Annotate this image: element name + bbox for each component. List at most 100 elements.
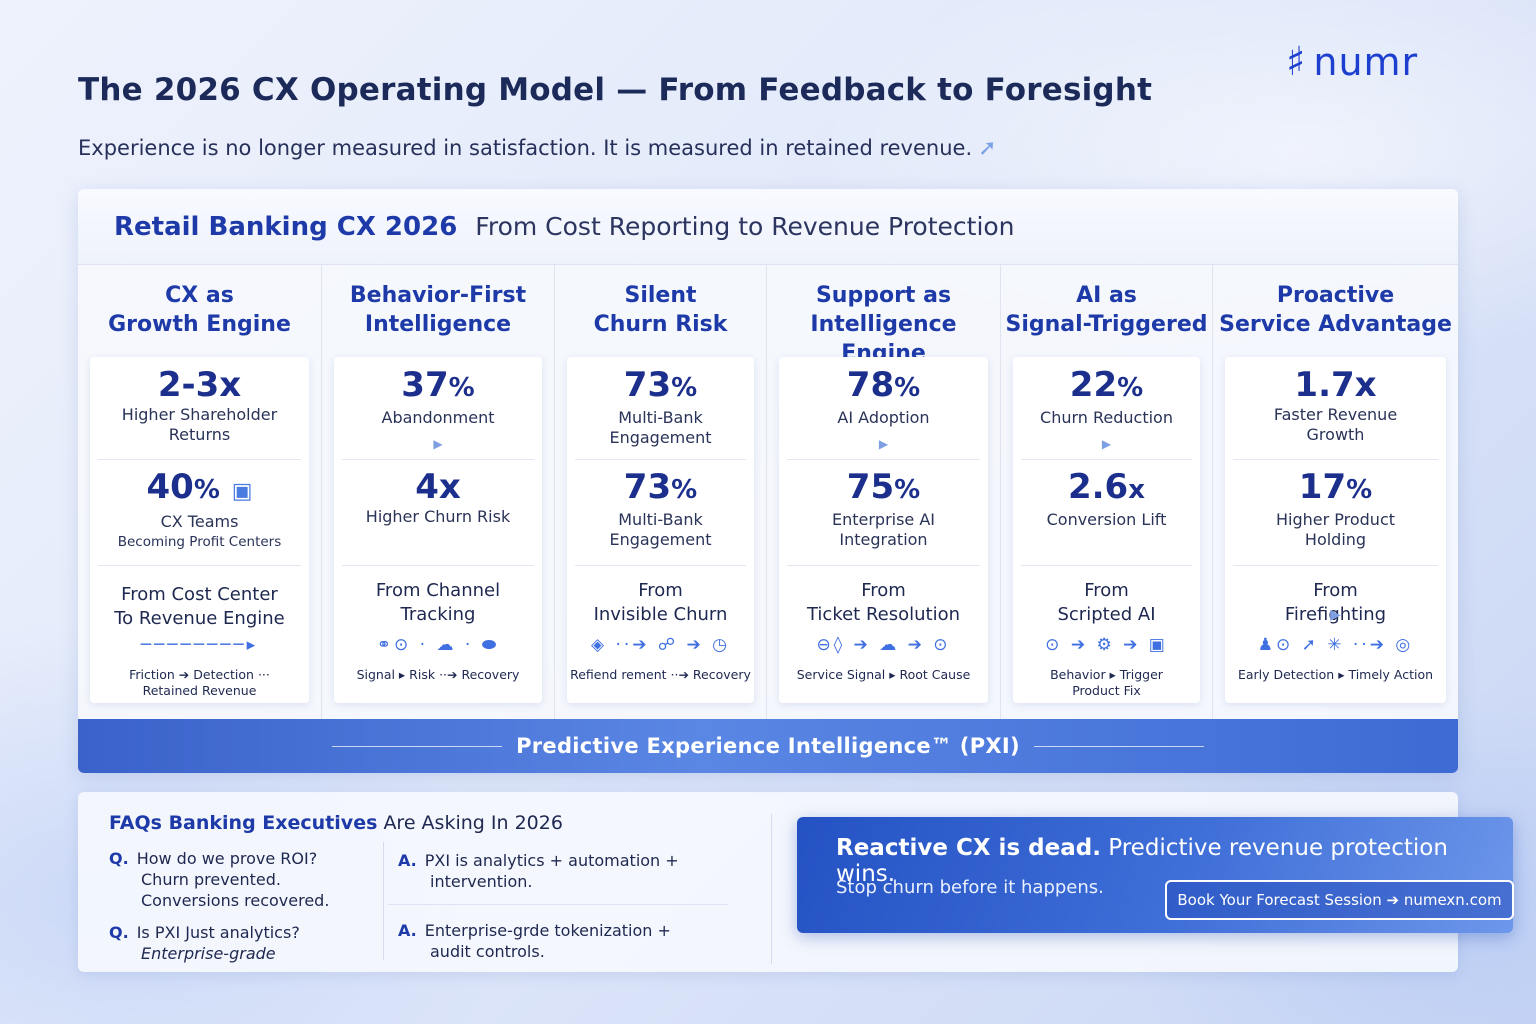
triangle-icon: ▶: [334, 437, 542, 451]
divider: [787, 459, 980, 460]
metric-primary: 78% AI Adoption: [779, 365, 988, 428]
from-label: From Cost Center To Revenue Engine: [90, 583, 309, 631]
pillar-column: Behavior-First Intelligence 37% Abandonme…: [322, 265, 555, 719]
flow-icons: ♟⊙ ➚ ✳ ··➔ ◎: [1225, 635, 1446, 655]
pillar-title: Support as Intelligence Engine: [767, 281, 1000, 368]
pillar-column: Proactive Service Advantage 1.7x Faster R…: [1213, 265, 1458, 719]
divider: [1021, 565, 1192, 566]
divider: [342, 565, 534, 566]
metric-value: 17: [1299, 467, 1346, 507]
divider: [1233, 459, 1438, 460]
pillar-title: CX as Growth Engine: [78, 281, 321, 339]
pillar-title: Silent Churn Risk: [555, 281, 766, 339]
ribbon-line: [332, 746, 502, 747]
metric-primary: 2-3x Higher Shareholder Returns: [90, 365, 309, 445]
faq-answer-analytics: A. Enterprise-grde tokenization + audit c…: [398, 920, 671, 962]
metric-secondary: 17% Higher Product Holding: [1225, 467, 1446, 550]
flow-label: Signal ▸ Risk ··➔ Recovery: [334, 667, 542, 683]
flow-label: Service Signal ▸ Root Cause: [779, 667, 988, 683]
pillar-card: 37% Abandonment ▶ 4x Higher Churn Risk F…: [334, 357, 542, 703]
flow-arrow-icon: ────────▸: [90, 635, 309, 655]
cta-subtext: Stop churn before it happens.: [836, 877, 1104, 898]
pillar-card: 22% Churn Reduction ▶ 2.6x Conversion Li…: [1013, 357, 1200, 703]
panel-title-strong: Retail Banking CX 2026: [114, 212, 457, 242]
metric-value: 78: [847, 365, 894, 405]
divider: [575, 459, 746, 460]
metric-value: 1.7x: [1225, 365, 1446, 405]
flow-label: Behavior ▸ Trigger Product Fix: [1013, 667, 1200, 699]
metric-secondary: 2.6x Conversion Lift: [1013, 467, 1200, 530]
metric-value: 73: [624, 365, 671, 405]
book-forecast-button[interactable]: Book Your Forecast Session ➔ numexn.com: [1165, 880, 1514, 920]
page-subtitle: Experience is no longer measured in sati…: [78, 136, 997, 161]
from-label: From Scripted AI: [1013, 579, 1200, 627]
flow-icons: ⊙ ➔ ⚙ ➔ ▣: [1013, 635, 1200, 655]
pillar-card: 73% Multi-Bank Engagement 73% Multi-Bank E…: [567, 357, 754, 703]
faq-question-analytics[interactable]: Q. Is PXI Just analytics? Enterprise-grad…: [109, 922, 300, 964]
faq-divider: [388, 904, 728, 905]
pillar-column: Silent Churn Risk 73% Multi-Bank Engagemen…: [555, 265, 767, 719]
card-icon: ▣: [232, 479, 253, 504]
from-label: From Channel Tracking: [334, 579, 542, 627]
from-label: From Invisible Churn: [567, 579, 754, 627]
faq-question-roi[interactable]: Q. How do we prove ROI? Churn prevented. …: [109, 848, 329, 911]
metric-value: 2.6: [1068, 467, 1128, 507]
metric-value: 4x: [334, 467, 542, 507]
metric-value: 22: [1070, 365, 1117, 405]
metric-value: 2-3x: [90, 365, 309, 405]
triangle-icon: ▶: [779, 437, 988, 451]
pxi-ribbon: Predictive Experience Intelligence™ (PXI…: [78, 719, 1458, 773]
metric-secondary: 4x Higher Churn Risk: [334, 467, 542, 527]
pillar-column: Support as Intelligence Engine 78% AI Ado…: [767, 265, 1001, 719]
triangle-icon: ▶: [1225, 607, 1446, 623]
divider: [98, 565, 301, 566]
metric-secondary: 75% Enterprise AI Integration: [779, 467, 988, 550]
divider: [98, 459, 301, 460]
pillar-columns: CX as Growth Engine 2-3x Higher Sharehold…: [78, 265, 1458, 719]
panel-header: Retail Banking CX 2026 From Cost Reporti…: [78, 189, 1458, 265]
subtitle-text: Experience is no longer measured in sati…: [78, 136, 972, 160]
brand-logo[interactable]: ♯ numr: [1286, 42, 1418, 82]
flow-icons: ◈ ··➔ ☍ ➔ ◷: [567, 635, 754, 655]
hash-logo-icon: ♯: [1286, 42, 1305, 82]
divider: [575, 565, 746, 566]
flow-label: Refiend rement ··➔ Recovery: [567, 667, 754, 683]
pillar-column: CX as Growth Engine 2-3x Higher Sharehold…: [78, 265, 322, 719]
pillar-title: Behavior-First Intelligence: [322, 281, 554, 339]
metric-primary: 73% Multi-Bank Engagement: [567, 365, 754, 448]
panel-title-light: From Cost Reporting to Revenue Protectio…: [475, 212, 1014, 241]
divider: [342, 459, 534, 460]
from-label: From Ticket Resolution: [779, 579, 988, 627]
faq-title: FAQs Banking Executives Are Asking In 20…: [109, 812, 563, 834]
pillar-title: AI as Signal-Triggered: [1001, 281, 1212, 339]
metric-primary: 22% Churn Reduction: [1013, 365, 1200, 428]
pillar-card: 78% AI Adoption ▶ 75% Enterprise AI Integ…: [779, 357, 988, 703]
cta-banner: Reactive CX is dead. Predictive revenue …: [797, 817, 1513, 933]
logo-text: numr: [1313, 43, 1418, 81]
ribbon-line: [1034, 746, 1204, 747]
divider: [1021, 459, 1192, 460]
flow-icons: ⊖◊ ➔ ☁ ➔ ⊙: [779, 635, 988, 655]
pillar-column: AI as Signal-Triggered 22% Churn Reductio…: [1001, 265, 1213, 719]
divider: [787, 565, 980, 566]
triangle-icon: ▶: [1013, 437, 1200, 451]
pillar-title: Proactive Service Advantage: [1213, 281, 1458, 339]
metric-primary: 37% Abandonment: [334, 365, 542, 428]
pillar-card: 1.7x Faster Revenue Growth 17% Higher Pro…: [1225, 357, 1446, 703]
metric-secondary: 40% ▣ CX Teams Becoming Profit Centers: [90, 467, 309, 552]
faq-divider: [383, 842, 384, 960]
page-title: The 2026 CX Operating Model — From Feedb…: [78, 72, 1152, 108]
pillar-card: 2-3x Higher Shareholder Returns 40% ▣ CX …: [90, 357, 309, 703]
flow-icons: ⚭⊙ · ☁ · ⬬: [334, 635, 542, 655]
main-panel: Retail Banking CX 2026 From Cost Reporti…: [78, 189, 1458, 773]
metric-primary: 1.7x Faster Revenue Growth: [1225, 365, 1446, 445]
faq-divider: [771, 814, 772, 964]
divider: [1233, 565, 1438, 566]
metric-value: 40: [146, 467, 193, 507]
ribbon-text: Predictive Experience Intelligence™ (PXI…: [516, 734, 1020, 758]
flow-label: Early Detection ▸ Timely Action: [1225, 667, 1446, 683]
metric-secondary: 73% Multi-Bank Engagement: [567, 467, 754, 550]
flow-label: Friction ➔ Detection ··· Retained Revenue: [90, 667, 309, 699]
metric-value: 37: [401, 365, 448, 405]
metric-value: 73: [624, 467, 671, 507]
